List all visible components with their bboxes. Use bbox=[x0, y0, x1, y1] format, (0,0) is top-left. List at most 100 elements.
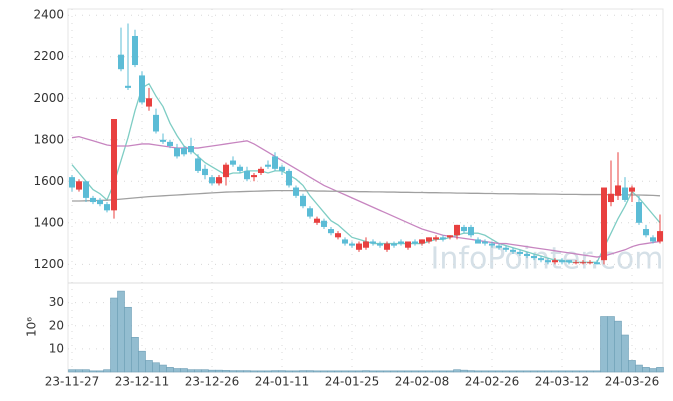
candle-body bbox=[251, 175, 257, 178]
candle-body bbox=[391, 243, 397, 246]
candle-body bbox=[139, 75, 145, 103]
candle-body bbox=[83, 181, 89, 198]
candle-body bbox=[300, 195, 306, 207]
plot-frame bbox=[67, 8, 664, 373]
candle-body bbox=[615, 185, 621, 196]
y-tick-label: 1600 bbox=[33, 174, 64, 188]
x-tick-label: 24-03-12 bbox=[535, 375, 589, 389]
volume-bar bbox=[628, 360, 636, 373]
y-tick-label: 1400 bbox=[33, 215, 64, 229]
candle-body bbox=[188, 146, 194, 153]
candle-body bbox=[153, 114, 159, 132]
candle-body bbox=[314, 218, 320, 223]
volume-bar bbox=[621, 334, 629, 373]
volume-bar bbox=[187, 369, 195, 373]
volume-bar bbox=[264, 370, 272, 373]
volume-bar bbox=[579, 370, 587, 373]
volume-bar bbox=[243, 370, 251, 373]
volume-bar bbox=[565, 370, 573, 373]
candle-body bbox=[97, 199, 103, 205]
candle-body bbox=[132, 35, 138, 66]
candle-body bbox=[643, 229, 649, 236]
candle-body bbox=[538, 258, 544, 261]
candle-body bbox=[559, 260, 565, 263]
y-tick-label: 2200 bbox=[33, 49, 64, 63]
candle-body bbox=[468, 226, 474, 236]
candle-body bbox=[279, 166, 285, 171]
volume-bar bbox=[474, 370, 482, 373]
volume-bar bbox=[593, 370, 601, 373]
moving-average-line bbox=[71, 82, 661, 263]
candle-body bbox=[69, 177, 75, 188]
volume-bar bbox=[418, 370, 426, 373]
volume-bar bbox=[138, 350, 146, 373]
volume-bar bbox=[222, 370, 230, 373]
x-tick-label: 23-12-26 bbox=[185, 375, 239, 389]
candle-body bbox=[342, 239, 348, 244]
volume-bar bbox=[173, 368, 181, 373]
volume-bar bbox=[75, 369, 83, 373]
candle-body bbox=[587, 262, 593, 264]
volume-axis-label: 10⁶ bbox=[25, 317, 39, 337]
candle-body bbox=[272, 156, 278, 169]
volume-bar bbox=[180, 368, 188, 373]
volume-bar bbox=[453, 369, 461, 373]
volume-bar bbox=[159, 364, 167, 373]
candle-body bbox=[545, 260, 551, 263]
volume-bar bbox=[446, 370, 454, 373]
candle-body bbox=[125, 85, 131, 88]
candle-body bbox=[482, 241, 488, 244]
candle-body bbox=[349, 243, 355, 246]
volume-bar bbox=[257, 370, 265, 373]
candle-body bbox=[552, 260, 558, 263]
volume-bar bbox=[68, 369, 76, 373]
candle-body bbox=[475, 239, 481, 244]
volume-bar bbox=[348, 370, 356, 373]
y-tick-label: 1800 bbox=[33, 132, 64, 146]
candle-body bbox=[398, 241, 404, 244]
x-tick-label: 23-12-11 bbox=[115, 375, 169, 389]
candle-body bbox=[419, 239, 425, 244]
volume-bar bbox=[103, 369, 111, 373]
volume-bar bbox=[502, 370, 510, 373]
candle-body bbox=[181, 148, 187, 155]
y-tick-label: 2400 bbox=[33, 8, 64, 22]
x-tick-label: 24-03-26 bbox=[605, 375, 659, 389]
x-tick-label: 24-02-08 bbox=[395, 375, 449, 389]
volume-bar bbox=[285, 370, 293, 373]
volume-bar bbox=[467, 370, 475, 373]
candle-body bbox=[363, 241, 369, 248]
candle-body bbox=[265, 164, 271, 167]
candle-body bbox=[447, 235, 453, 238]
volume-bar bbox=[152, 362, 160, 373]
candle-body bbox=[489, 243, 495, 246]
candle-body bbox=[426, 237, 432, 242]
volume-bar bbox=[299, 370, 307, 373]
volume-bar bbox=[208, 369, 216, 373]
volume-bar bbox=[362, 370, 370, 373]
moving-average-line bbox=[72, 189, 661, 202]
x-tick-label: 23-11-27 bbox=[45, 375, 99, 389]
candle-body bbox=[503, 247, 509, 250]
candle-body bbox=[531, 256, 537, 259]
volume-bar bbox=[166, 367, 174, 373]
candle-body bbox=[496, 245, 502, 248]
candle-body bbox=[202, 168, 208, 176]
candle-body bbox=[440, 237, 446, 240]
candle-body bbox=[384, 243, 390, 250]
candle-body bbox=[146, 98, 152, 107]
volume-bar bbox=[194, 369, 202, 373]
candle-body bbox=[622, 187, 628, 200]
volume-bar bbox=[145, 360, 153, 373]
volume-bar bbox=[607, 316, 615, 373]
volume-bar bbox=[551, 370, 559, 373]
volume-bar bbox=[341, 370, 349, 373]
watermark: InfoPointer.com bbox=[431, 242, 664, 277]
volume-bar bbox=[495, 370, 503, 373]
candle-body bbox=[111, 119, 117, 211]
candle-body bbox=[594, 262, 600, 265]
candle-body bbox=[160, 139, 166, 142]
volume-bar bbox=[544, 370, 552, 373]
candle-body bbox=[230, 160, 236, 165]
volume-bar bbox=[488, 370, 496, 373]
